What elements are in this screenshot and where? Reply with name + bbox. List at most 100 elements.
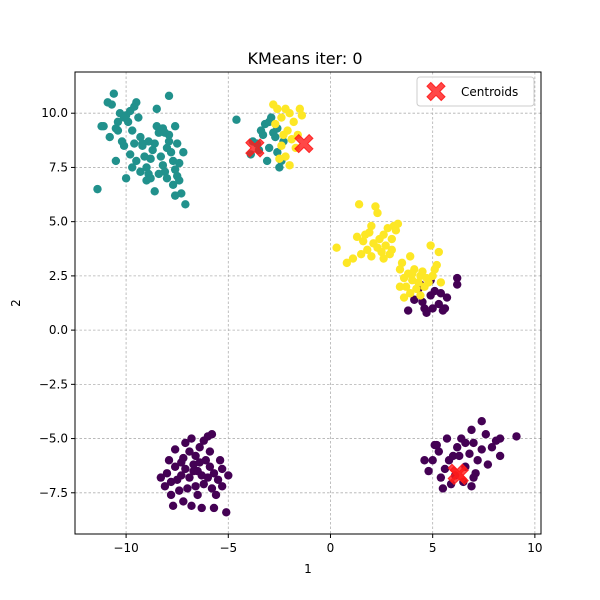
data-point [275, 163, 284, 172]
x-tick-label: 10 [527, 541, 542, 555]
data-point [356, 249, 366, 259]
data-point [285, 161, 294, 170]
data-point [483, 460, 493, 469]
data-point [467, 425, 476, 435]
data-point [434, 247, 444, 257]
data-point [142, 163, 151, 172]
data-point [473, 456, 482, 465]
data-point [481, 430, 491, 439]
data-point [136, 167, 145, 176]
data-point [467, 482, 476, 491]
y-tick-label: −5.0 [39, 432, 68, 446]
data-point [408, 269, 417, 278]
data-point [105, 132, 114, 142]
data-point [453, 443, 462, 452]
data-point [132, 156, 141, 166]
data-point [397, 258, 407, 268]
data-point [332, 243, 341, 252]
data-point [358, 236, 368, 246]
data-point [469, 473, 478, 482]
data-point [367, 252, 376, 261]
data-point [207, 430, 217, 439]
x-tick-label: −10 [113, 541, 138, 555]
data-point [436, 473, 446, 482]
data-point [166, 490, 176, 500]
data-point [453, 273, 462, 283]
data-point [367, 221, 376, 231]
data-point [111, 156, 121, 166]
data-point [262, 156, 272, 166]
grid-lines [75, 72, 541, 534]
data-point [405, 289, 415, 298]
data-point [107, 100, 116, 109]
data-point [271, 119, 280, 129]
data-point [438, 484, 448, 493]
data-point [418, 297, 427, 307]
data-point [434, 299, 444, 309]
x-tick-label: 0 [327, 541, 335, 555]
data-point [442, 293, 452, 302]
data-point [379, 230, 388, 239]
y-tick-label: 10.0 [41, 106, 68, 120]
data-point [277, 113, 286, 122]
data-point [130, 139, 139, 148]
data-point [203, 473, 213, 482]
data-point [436, 289, 446, 298]
x-tick-label: 5 [429, 541, 437, 555]
plot-frame [74, 71, 542, 535]
data-point [426, 241, 435, 250]
legend-centroid-icon [426, 81, 446, 102]
data-point [185, 473, 194, 482]
legend: Centroids [416, 76, 535, 107]
data-point [379, 254, 388, 263]
data-point [387, 234, 396, 244]
data-point [191, 451, 200, 461]
data-point [125, 150, 135, 159]
data-point [109, 89, 119, 98]
data-point [113, 117, 123, 127]
data-point [162, 469, 172, 478]
data-point [273, 104, 282, 114]
data-point [175, 176, 184, 185]
data-point [432, 260, 441, 270]
data-point [416, 291, 425, 300]
data-point [428, 271, 437, 281]
centroid-marker [245, 138, 265, 158]
data-point [405, 252, 415, 261]
data-point [434, 447, 444, 456]
data-point [154, 169, 163, 179]
data-point [453, 280, 462, 289]
data-point [279, 130, 288, 140]
data-point [148, 145, 157, 155]
data-point [181, 464, 190, 474]
data-point [289, 117, 298, 127]
data-point [224, 471, 233, 480]
data-point [175, 486, 184, 495]
centroid-marker [449, 465, 469, 486]
data-point [287, 135, 296, 144]
data-point [177, 471, 186, 480]
data-point [281, 152, 290, 161]
data-point [209, 469, 219, 478]
data-point [363, 245, 372, 255]
data-point [477, 445, 486, 454]
data-point [181, 200, 190, 209]
x-axis-label: 1 [304, 562, 312, 576]
scatter-points [93, 89, 521, 517]
data-point [512, 432, 521, 441]
data-point [465, 449, 474, 458]
data-point [403, 306, 413, 315]
data-point [197, 503, 206, 513]
data-point [424, 278, 433, 287]
data-point [187, 434, 196, 443]
data-point [175, 158, 184, 168]
data-point [193, 490, 202, 500]
data-point [273, 148, 282, 157]
data-point [428, 304, 437, 313]
data-point [142, 176, 151, 185]
data-point [199, 479, 208, 489]
data-point [448, 451, 458, 461]
data-point [352, 232, 362, 242]
data-point [164, 91, 174, 101]
centroid-markers [245, 133, 469, 486]
